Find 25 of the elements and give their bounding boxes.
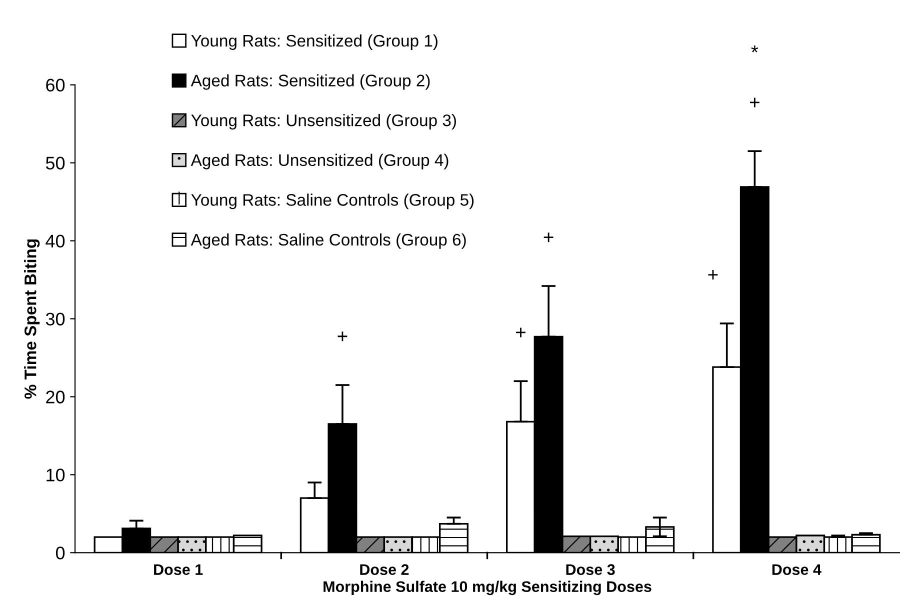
legend-label: Aged Rats: Saline Controls (Group 6) [190,233,466,249]
annotation: + [750,98,760,108]
y-tick-label: 10 [46,468,65,482]
y-tick-label: 20 [46,390,65,404]
x-tick-label: Dose 1 [154,564,203,576]
annotation: + [338,332,348,342]
legend-label: Young Rats: Unsensitized (Group 3) [191,114,456,130]
legend-label: Aged Rats: Sensitized (Group 2) [190,74,430,90]
legend-label: Young Rats: Saline Controls (Group 5) [191,194,474,210]
y-tick-label: 30 [46,312,65,326]
y-tick-label: 0 [56,546,65,560]
y-tick-label: 40 [46,234,65,248]
y-axis-title: % Time Spent Biting [24,239,40,399]
legend-label: Aged Rats: Unsensitized (Group 4) [190,154,448,170]
annotation: + [516,328,526,338]
x-tick-label: Dose 4 [772,564,822,576]
y-tick-label: 50 [46,156,65,170]
x-axis-title: Morphine Sulfate 10 mg/kg Sensitizing Doses [324,580,652,596]
text: * [751,46,758,52]
x-tick-label: Dose 3 [566,564,615,576]
y-tick-label: 60 [46,78,65,92]
annotation: + [544,232,554,242]
x-tick-label: Dose 2 [360,564,409,576]
legend-label: Young Rats: Sensitized (Group 1) [191,34,438,50]
annotation: + [708,270,718,280]
